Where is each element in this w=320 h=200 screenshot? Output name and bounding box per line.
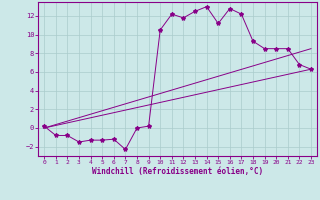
X-axis label: Windchill (Refroidissement éolien,°C): Windchill (Refroidissement éolien,°C) [92, 167, 263, 176]
